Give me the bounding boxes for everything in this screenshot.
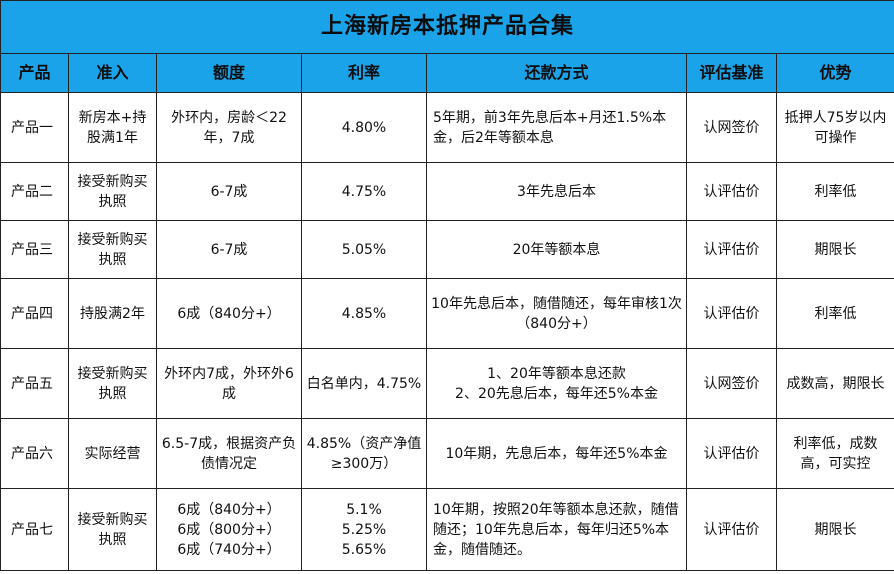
- access-cell: 接受新购买执照: [68, 488, 157, 571]
- header-row: 产品 准入 额度 利率 还款方式 评估基准 优势: [0, 53, 894, 93]
- repayment-line: 1、20年等额本息还款: [487, 365, 626, 382]
- table-row: 产品四 持股满2年 6成（840分+） 4.85% 10年先息后本，随借随还，每…: [0, 278, 894, 349]
- table-row: 产品一 新房本+持股满1年 外环内，房龄＜22年，7成 4.80% 5年期，前3…: [0, 92, 894, 163]
- repayment-cell: 5年期，前3年先息后本+月还1.5%本金，后2年等额本息: [426, 92, 687, 163]
- access-cell: 接受新购买执照: [68, 348, 157, 419]
- repayment-cell: 1、20年等额本息还款 2、20先息后本，每年还5%本金: [426, 348, 687, 419]
- header-repayment: 还款方式: [426, 53, 687, 93]
- rate-cell: 4.75%: [301, 162, 427, 221]
- amount-line: 6成（840分+）: [177, 501, 281, 518]
- rate-cell: 5.05%: [301, 220, 427, 279]
- advantage-cell: 抵押人75岁以内可操作: [775, 92, 894, 163]
- amount-cell: 6.5-7成，根据资产负债情况定: [156, 418, 302, 489]
- header-amount: 额度: [156, 53, 302, 93]
- access-cell: 实际经营: [68, 418, 157, 489]
- product-name: 产品一: [0, 92, 69, 163]
- access-cell: 接受新购买执照: [68, 220, 157, 279]
- product-name: 产品六: [0, 418, 69, 489]
- amount-cell: 外环内7成，外环外6成: [156, 348, 302, 419]
- amount-line: 6成（800分+）: [177, 521, 281, 538]
- header-rate: 利率: [301, 53, 427, 93]
- repayment-cell: 10年期，先息后本，每年还5%本金: [426, 418, 687, 489]
- access-cell: 持股满2年: [68, 278, 157, 349]
- table-row: 产品五 接受新购买执照 外环内7成，外环外6成 白名单内，4.75% 1、20年…: [0, 348, 894, 419]
- amount-cell: 6成（840分+） 6成（800分+） 6成（740分+）: [156, 488, 302, 571]
- product-name: 产品五: [0, 348, 69, 419]
- header-product: 产品: [0, 53, 69, 93]
- rate-cell: 5.1% 5.25% 5.65%: [301, 488, 427, 571]
- advantage-cell: 期限长: [775, 488, 894, 571]
- table-row: 产品六 实际经营 6.5-7成，根据资产负债情况定 4.85%（资产净值≥300…: [0, 418, 894, 489]
- basis-cell: 认网签价: [686, 92, 777, 163]
- rate-cell: 4.85%（资产净值≥300万）: [301, 418, 427, 489]
- table-row: 产品七 接受新购买执照 6成（840分+） 6成（800分+） 6成（740分+…: [0, 488, 894, 571]
- repayment-cell: 3年先息后本: [426, 162, 687, 221]
- header-advantage: 优势: [775, 53, 894, 93]
- amount-cell: 6-7成: [156, 220, 302, 279]
- repayment-cell: 10年先息后本，随借随还，每年审核1次（840分+）: [426, 278, 687, 349]
- product-name: 产品七: [0, 488, 69, 571]
- rate-cell: 4.85%: [301, 278, 427, 349]
- rate-line: 5.25%: [341, 521, 387, 538]
- basis-cell: 认评估价: [686, 278, 777, 349]
- access-cell: 接受新购买执照: [68, 162, 157, 221]
- sheet-title: 上海新房本抵押产品合集: [0, 0, 894, 54]
- repayment-line: 2、20先息后本，每年还5%本金: [455, 385, 658, 402]
- basis-cell: 认评估价: [686, 488, 777, 571]
- rate-line: 5.1%: [346, 501, 382, 518]
- table-row: 产品二 接受新购买执照 6-7成 4.75% 3年先息后本 认评估价 利率低: [0, 162, 894, 221]
- product-name: 产品四: [0, 278, 69, 349]
- rate-line: 5.65%: [341, 541, 387, 558]
- product-name: 产品三: [0, 220, 69, 279]
- amount-cell: 6-7成: [156, 162, 302, 221]
- table-row: 产品三 接受新购买执照 6-7成 5.05% 20年等额本息 认评估价 期限长: [0, 220, 894, 279]
- repayment-cell: 10年期，按照20年等额本息还款，随借随还；10年先息后本，每年归还5%本金，随…: [426, 488, 687, 571]
- repayment-cell: 20年等额本息: [426, 220, 687, 279]
- header-access: 准入: [68, 53, 157, 93]
- basis-cell: 认网签价: [686, 348, 777, 419]
- product-name: 产品二: [0, 162, 69, 221]
- advantage-cell: 利率低，成数高，可实控: [775, 418, 894, 489]
- advantage-cell: 成数高，期限长: [775, 348, 894, 419]
- advantage-cell: 利率低: [775, 278, 894, 349]
- rate-cell: 4.80%: [301, 92, 427, 163]
- title-row: 上海新房本抵押产品合集: [0, 0, 894, 54]
- amount-line: 6成（740分+）: [177, 541, 281, 558]
- basis-cell: 认评估价: [686, 220, 777, 279]
- basis-cell: 认评估价: [686, 162, 777, 221]
- advantage-cell: 期限长: [775, 220, 894, 279]
- header-basis: 评估基准: [686, 53, 777, 93]
- advantage-cell: 利率低: [775, 162, 894, 221]
- amount-cell: 6成（840分+）: [156, 278, 302, 349]
- rate-cell: 白名单内，4.75%: [301, 348, 427, 419]
- amount-cell: 外环内，房龄＜22年，7成: [156, 92, 302, 163]
- basis-cell: 认评估价: [686, 418, 777, 489]
- access-cell: 新房本+持股满1年: [68, 92, 157, 163]
